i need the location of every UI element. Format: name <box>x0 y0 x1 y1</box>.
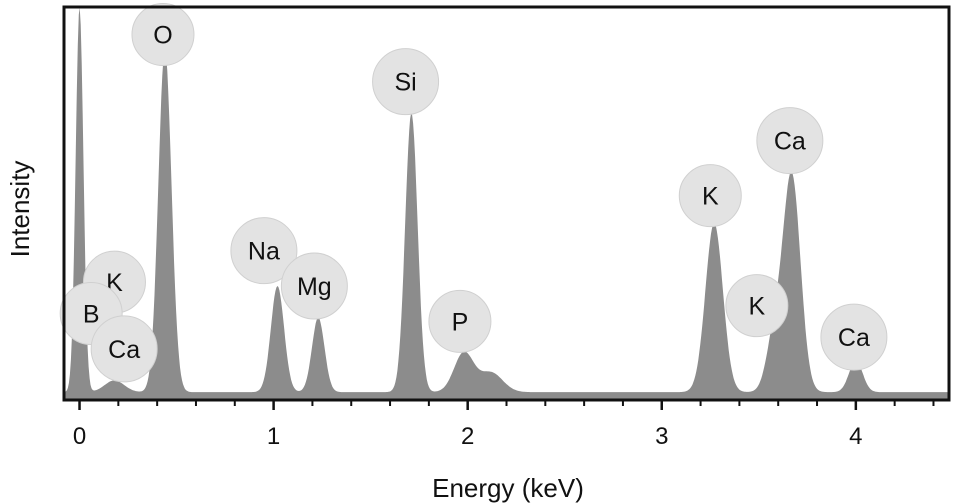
peak-label: Ca <box>756 107 824 175</box>
peak-label-circle <box>428 289 492 353</box>
peak-label-circle <box>230 217 298 285</box>
peak-label-text: Ca <box>838 324 870 352</box>
peak-label: Mg <box>280 252 348 320</box>
peak-label: P <box>428 289 492 353</box>
peak-label-text: B <box>83 301 100 329</box>
x-axis-title: Energy (keV) <box>432 473 584 503</box>
y-axis-title: Intensity <box>5 161 35 258</box>
peak-label-circle <box>678 164 742 228</box>
peak-label-circle <box>280 252 348 320</box>
peak-label-circle <box>820 303 888 371</box>
x-tick-label: 2 <box>461 423 474 450</box>
peak-label-text: K <box>702 183 719 211</box>
peak-label-circle <box>372 48 440 116</box>
peak-label-text: Na <box>248 238 280 266</box>
peak-label: K <box>678 164 742 228</box>
peak-label-text: K <box>749 293 766 321</box>
plot-frame <box>62 5 951 402</box>
peak-label-circle <box>131 3 195 67</box>
peak-label-circle <box>90 315 158 383</box>
peak-label-text: P <box>452 308 469 336</box>
peak-label: Na <box>230 217 298 285</box>
x-axis-tick-labels: 0 1 2 3 4 <box>73 423 863 450</box>
peak-label-circle <box>725 274 789 338</box>
x-tick-label: 4 <box>849 423 862 450</box>
peak-label-text: O <box>153 22 172 50</box>
x-tick-label: 3 <box>655 423 668 450</box>
x-axis-ticks <box>78 400 935 410</box>
peak-label-text: Ca <box>108 336 140 364</box>
peak-label-text: Ca <box>774 128 806 156</box>
peak-label: Ca <box>820 303 888 371</box>
peak-label: Si <box>372 48 440 116</box>
peak-label-text: Si <box>394 69 416 97</box>
x-tick-label: 1 <box>267 423 280 450</box>
peak-label: K <box>725 274 789 338</box>
x-tick-label: 0 <box>73 423 86 450</box>
peak-label: O <box>131 3 195 67</box>
peak-label: Ca <box>90 315 158 383</box>
peak-label-circle <box>756 107 824 175</box>
peak-label-text: Mg <box>297 273 332 301</box>
spectrum-area <box>64 7 949 400</box>
